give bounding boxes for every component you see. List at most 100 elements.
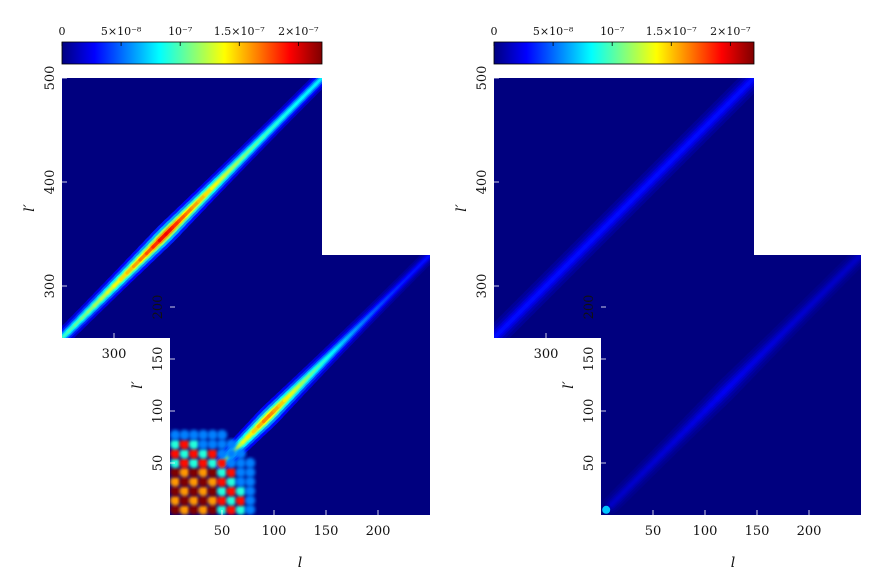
left-high-band-segment <box>216 174 226 184</box>
left-low-low-l-blob <box>216 476 228 487</box>
left-low-panel: 50 100 150 200 50 100 150 200 l′ <box>130 255 430 539</box>
left-low-low-l-blob <box>226 476 237 487</box>
left-high-band-segment <box>99 291 109 301</box>
left-high-band-segment <box>314 78 322 86</box>
left-low-low-l-blob <box>188 439 200 450</box>
right-low-y-tick-label: 50 <box>582 455 597 472</box>
right-colorbar-tick-label: 5×10⁻⁸ <box>533 25 574 38</box>
right-low-band-segment <box>828 278 838 288</box>
left-low-y-axis-label: l′ <box>130 380 146 388</box>
right-colorbar-tick-label: 1.5×10⁻⁷ <box>646 25 698 38</box>
left-low-low-l-blob <box>235 504 246 515</box>
right-low-band-segment <box>847 259 857 269</box>
right-low-y-tick-label: 100 <box>582 399 597 424</box>
right-low-corner-spot <box>602 505 611 514</box>
left-low-low-l-blob <box>207 476 218 487</box>
left-high-y-tick-label: 300 <box>43 274 58 299</box>
left-low-x-tick-label: 100 <box>262 524 287 539</box>
left-low-low-l-blob <box>179 504 190 515</box>
right-low-band-segment <box>815 290 826 301</box>
left-low-low-l-blob <box>207 457 218 469</box>
left-low-low-l-blob <box>244 504 256 515</box>
left-low-low-l-blob <box>198 448 209 459</box>
left-high-x-tick-label: 300 <box>102 347 127 362</box>
left-colorbar-tick-label: 5×10⁻⁸ <box>101 25 142 38</box>
left-low-low-l-blob <box>179 439 190 450</box>
right-low-band-segment <box>616 490 626 500</box>
left-low-low-l-blob <box>170 429 181 441</box>
right-low-band-segment <box>622 484 632 494</box>
left-high-band-segment <box>112 277 123 288</box>
left-high-band-segment <box>236 154 246 164</box>
left-low-band-segment <box>350 326 359 335</box>
left-high-y-tick-label: 500 <box>43 66 58 91</box>
left-high-y-tick-label: 400 <box>43 170 58 195</box>
left-high-band-segment <box>80 310 90 320</box>
left-low-low-l-blob <box>235 467 246 478</box>
left-low-low-l-blob <box>198 467 209 478</box>
left-low-low-l-blob <box>244 476 256 487</box>
left-high-band-segment <box>93 297 103 307</box>
left-high-band-segment <box>209 180 220 191</box>
left-low-low-l-blob <box>207 448 218 459</box>
left-low-low-l-blob <box>226 485 237 497</box>
left-low-low-l-blob <box>207 495 218 506</box>
right-low-x-tick-label: 200 <box>797 524 822 539</box>
left-low-band-segment <box>392 285 400 293</box>
left-low-low-l-blob <box>235 448 246 459</box>
left-high-panel: 300 300 400 500 l′ <box>22 66 322 362</box>
left-low-low-l-blob <box>188 504 200 515</box>
left-high-band-segment <box>281 109 291 119</box>
left-low-low-l-blob <box>170 485 181 497</box>
left-low-y-tick-label: 200 <box>151 295 166 320</box>
right-colorbar-tick-label: 2×10⁻⁷ <box>710 25 751 38</box>
left-low-low-l-blob <box>188 457 200 469</box>
left-low-low-l-blob <box>188 429 200 441</box>
left-low-band-segment <box>418 259 426 267</box>
left-low-low-l-blob <box>170 457 181 469</box>
left-high-band-segment <box>62 330 70 338</box>
left-colorbar-tick-label: 10⁻⁷ <box>168 25 193 38</box>
left-low-low-l-blob <box>170 504 181 515</box>
right-high-y-tick-label: 300 <box>475 274 490 299</box>
right-low-band-segment <box>840 266 850 276</box>
left-low-low-l-blob <box>207 485 218 497</box>
left-low-low-l-blob <box>188 495 200 506</box>
left-low-x-tick-label: 50 <box>214 524 231 539</box>
left-low-low-l-blob <box>216 485 228 497</box>
left-low-low-l-blob <box>235 457 246 469</box>
left-low-band-segment <box>355 321 364 330</box>
left-low-low-l-blob <box>226 439 237 450</box>
left-low-band-segment <box>366 311 374 319</box>
right-low-panel: 50 100 150 200 50 100 150 200 l′ <box>561 255 861 539</box>
left-high-band-segment <box>268 122 278 132</box>
left-high-band-segment <box>203 186 214 197</box>
left-low-low-l-blob <box>198 457 209 469</box>
left-low-low-l-blob <box>198 429 209 441</box>
right-low-band-segment <box>834 272 844 282</box>
left-low-y-tick-label: 100 <box>151 399 166 424</box>
right-colorbar-tick-label: 10⁻⁷ <box>600 25 625 38</box>
right-colorbar: 0 5×10⁻⁸ 10⁻⁷ 1.5×10⁻⁷ 2×10⁻⁷ <box>491 25 755 65</box>
right-high-band-segment <box>745 78 754 87</box>
right-colorbar-tick-label: 0 <box>491 25 498 38</box>
left-high-band-segment <box>262 128 272 138</box>
left-low-low-l-blob <box>198 439 209 450</box>
left-low-low-l-blob <box>235 495 246 506</box>
left-low-low-l-blob <box>170 448 181 459</box>
left-high-band-segment <box>86 304 96 314</box>
left-colorbar-tick-label: 1.5×10⁻⁷ <box>214 25 266 38</box>
left-high-band-segment <box>242 148 252 158</box>
left-low-low-l-blob <box>244 467 256 478</box>
left-low-low-l-blob <box>216 467 228 478</box>
right-low-y-axis-label: l′ <box>561 380 577 388</box>
left-low-low-l-blob <box>179 485 190 497</box>
left-low-low-l-blob <box>188 467 200 478</box>
right-low-x-tick-label: 100 <box>693 524 718 539</box>
left-colorbar-gradient <box>61 41 323 65</box>
left-low-low-l-blob <box>216 429 228 441</box>
left-high-band-segment <box>229 161 239 171</box>
left-low-y-tick-label: 50 <box>151 455 166 472</box>
left-low-band-segment <box>361 316 369 324</box>
left-x-axis-label: l <box>298 555 302 571</box>
